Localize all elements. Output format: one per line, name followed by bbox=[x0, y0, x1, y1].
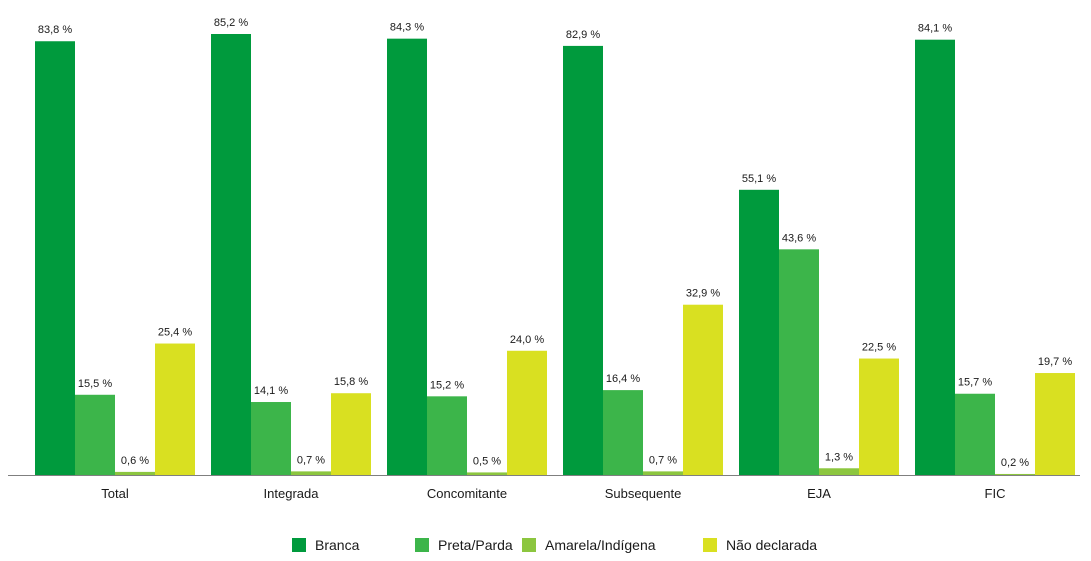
bar bbox=[779, 249, 819, 475]
data-label: 0,7 % bbox=[649, 454, 677, 466]
data-label: 55,1 % bbox=[742, 173, 776, 185]
bar bbox=[1035, 373, 1075, 475]
x-tick-label: FIC bbox=[985, 486, 1006, 501]
legend-item: Branca bbox=[292, 537, 360, 553]
bar bbox=[643, 471, 683, 475]
legend-item: Amarela/Indígena bbox=[522, 537, 656, 553]
data-label: 32,9 % bbox=[686, 288, 720, 300]
data-label: 0,7 % bbox=[297, 454, 325, 466]
bar bbox=[603, 390, 643, 475]
data-label: 0,5 % bbox=[473, 455, 501, 467]
data-label: 0,2 % bbox=[1001, 457, 1029, 469]
bar bbox=[467, 472, 507, 475]
bar bbox=[563, 45, 603, 475]
data-label: 25,4 % bbox=[158, 327, 192, 339]
data-label: 15,5 % bbox=[78, 378, 112, 390]
legend-item: Não declarada bbox=[703, 537, 817, 553]
bar bbox=[291, 471, 331, 475]
bar bbox=[331, 393, 371, 475]
category-labels-layer: Total Integrada Concomitante Subsequente EJA… bbox=[101, 486, 1005, 501]
data-label: 82,9 % bbox=[566, 29, 600, 41]
data-label: 83,8 % bbox=[38, 24, 72, 36]
data-label: 14,1 % bbox=[254, 385, 288, 397]
bar bbox=[427, 396, 467, 475]
legend-item: Preta/Parda bbox=[415, 537, 513, 553]
data-label: 16,4 % bbox=[606, 373, 640, 385]
bar bbox=[507, 350, 547, 475]
data-label: 1,3 % bbox=[825, 451, 853, 463]
bar bbox=[387, 38, 427, 476]
x-tick-label: EJA bbox=[807, 486, 831, 501]
legend-label: Branca bbox=[315, 537, 360, 553]
bar bbox=[155, 343, 195, 475]
legend-swatch bbox=[703, 538, 717, 552]
data-label: 15,2 % bbox=[430, 379, 464, 391]
legend-label: Não declarada bbox=[726, 537, 817, 553]
data-label: 43,6 % bbox=[782, 232, 816, 244]
bar bbox=[115, 471, 155, 475]
value-labels-layer: 83,8 % 15,5 % 0,6 % 25,4 % 85,2 % 14,1 % 0,7 %… bbox=[38, 17, 1072, 469]
bar bbox=[683, 304, 723, 475]
bar bbox=[211, 34, 251, 475]
bar bbox=[739, 189, 779, 475]
data-label: 15,7 % bbox=[958, 377, 992, 389]
bar bbox=[35, 41, 75, 475]
legend-swatch bbox=[522, 538, 536, 552]
bar bbox=[75, 394, 115, 475]
legend: Branca Preta/Parda Amarela/Indígena Não dec… bbox=[292, 537, 817, 553]
x-tick-label: Total bbox=[101, 486, 129, 501]
data-label: 0,6 % bbox=[121, 455, 149, 467]
x-tick-label: Subsequente bbox=[605, 486, 682, 501]
bar bbox=[995, 473, 1035, 475]
bars-layer bbox=[35, 34, 1075, 476]
bar bbox=[819, 468, 859, 475]
data-label: 24,0 % bbox=[510, 334, 544, 346]
data-label: 84,3 % bbox=[390, 22, 424, 34]
legend-swatch bbox=[292, 538, 306, 552]
bar bbox=[251, 402, 291, 475]
legend-label: Preta/Parda bbox=[438, 537, 513, 553]
data-label: 15,8 % bbox=[334, 376, 368, 388]
legend-label: Amarela/Indígena bbox=[545, 537, 656, 553]
data-label: 84,1 % bbox=[918, 23, 952, 35]
bar bbox=[859, 358, 899, 475]
bar bbox=[915, 39, 955, 475]
x-tick-label: Integrada bbox=[264, 486, 320, 501]
x-tick-label: Concomitante bbox=[427, 486, 507, 501]
legend-swatch bbox=[415, 538, 429, 552]
data-label: 22,5 % bbox=[862, 342, 896, 354]
data-label: 85,2 % bbox=[214, 17, 248, 29]
bar bbox=[955, 393, 995, 475]
data-label: 19,7 % bbox=[1038, 356, 1072, 368]
